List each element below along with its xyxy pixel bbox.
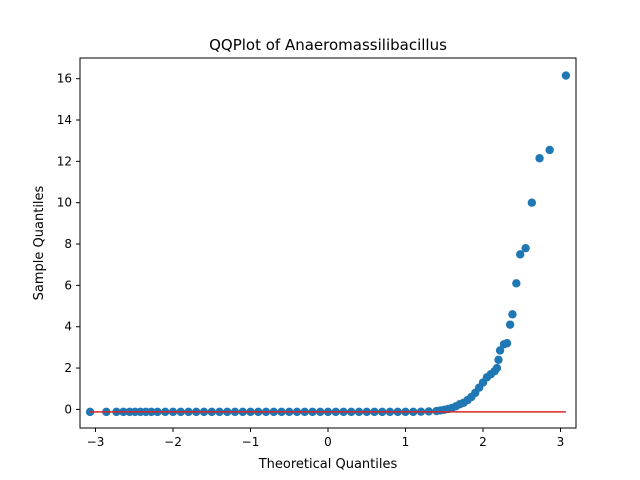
data-point bbox=[505, 320, 515, 329]
x-tick-label: −3 bbox=[87, 435, 105, 449]
x-tick-label: 0 bbox=[324, 435, 332, 449]
data-point bbox=[502, 339, 512, 348]
plot-area bbox=[85, 71, 571, 417]
data-point bbox=[535, 154, 544, 163]
data-point bbox=[521, 243, 530, 253]
data-point bbox=[508, 310, 517, 319]
data-point bbox=[495, 346, 505, 355]
x-tick-label: −1 bbox=[242, 435, 260, 449]
y-tick-label: 4 bbox=[64, 320, 72, 334]
x-tick-label: 1 bbox=[402, 435, 410, 449]
data-point bbox=[492, 363, 502, 373]
data-point bbox=[494, 355, 503, 364]
data-point bbox=[545, 145, 554, 155]
y-axis: 0 2 4 6 8 10 12 14 16 bbox=[57, 72, 80, 416]
y-tick-label: 0 bbox=[64, 402, 72, 416]
y-tick-label: 6 bbox=[64, 278, 72, 292]
data-point bbox=[561, 71, 571, 80]
y-tick-label: 14 bbox=[57, 113, 72, 127]
data-point bbox=[512, 279, 521, 288]
x-tick-label: 2 bbox=[479, 435, 487, 449]
y-tick-label: 10 bbox=[57, 196, 72, 210]
x-tick-label: −2 bbox=[164, 435, 182, 449]
y-axis-label: Sample Quantiles bbox=[32, 185, 47, 300]
y-tick-label: 2 bbox=[64, 361, 72, 375]
chart-title: QQPlot of Anaeromassilibacillus bbox=[209, 36, 447, 54]
x-axis-label: Theoretical Quantiles bbox=[258, 457, 398, 472]
data-point bbox=[516, 250, 525, 259]
y-tick-label: 8 bbox=[64, 237, 72, 251]
x-axis: −3 −2 −1 0 1 2 3 bbox=[87, 428, 565, 449]
y-tick-label: 16 bbox=[57, 72, 72, 86]
x-tick-label: 3 bbox=[557, 435, 565, 449]
y-tick-label: 12 bbox=[57, 154, 72, 168]
data-point bbox=[527, 198, 537, 207]
